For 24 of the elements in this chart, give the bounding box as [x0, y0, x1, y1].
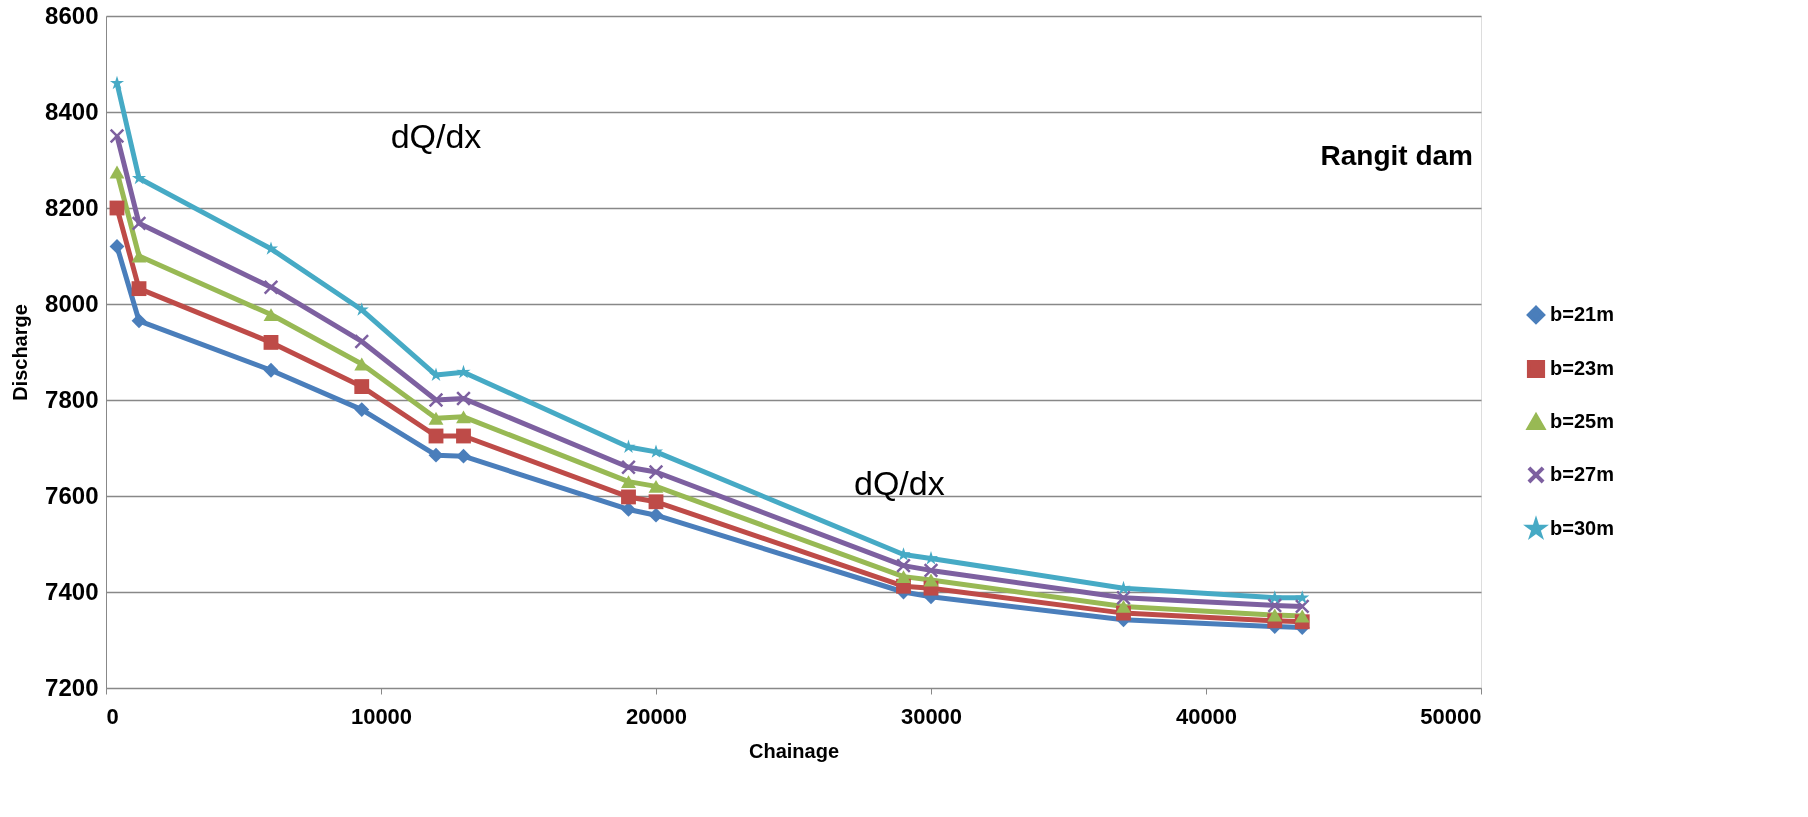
legend-label: b=23m	[1550, 356, 1614, 379]
y-tick-label: 7600	[45, 481, 99, 509]
y-tick-label: 7400	[45, 577, 99, 605]
y-tick-label: 7200	[45, 673, 99, 701]
x-tick-label: 40000	[1175, 703, 1238, 729]
annotation: dQ/dx	[390, 117, 482, 156]
y-tick-label: 8000	[45, 289, 99, 317]
legend-label: b=30m	[1550, 516, 1614, 539]
x-tick-label: 10000	[350, 703, 413, 729]
annotation: dQ/dx	[854, 464, 945, 503]
x-tick-label: 0	[106, 703, 119, 729]
text: Rangit dam	[1320, 140, 1473, 171]
y-tick-label: 7800	[45, 385, 99, 413]
y-tick-label: 8600	[45, 1, 99, 29]
y-axis-title: Discharge	[9, 304, 32, 401]
legend-label: b=25m	[1550, 409, 1614, 432]
legend-label: b=21m	[1550, 302, 1614, 325]
y-tick-label: 8400	[45, 97, 99, 125]
y-tick-label: 8200	[45, 193, 99, 221]
x-axis-title: Chainage	[748, 739, 840, 762]
x-tick-label: 30000	[900, 703, 963, 729]
x-tick-label: 20000	[625, 703, 688, 729]
x-tick-label: 50000	[1420, 703, 1482, 729]
legend-label: b=27m	[1550, 462, 1614, 485]
